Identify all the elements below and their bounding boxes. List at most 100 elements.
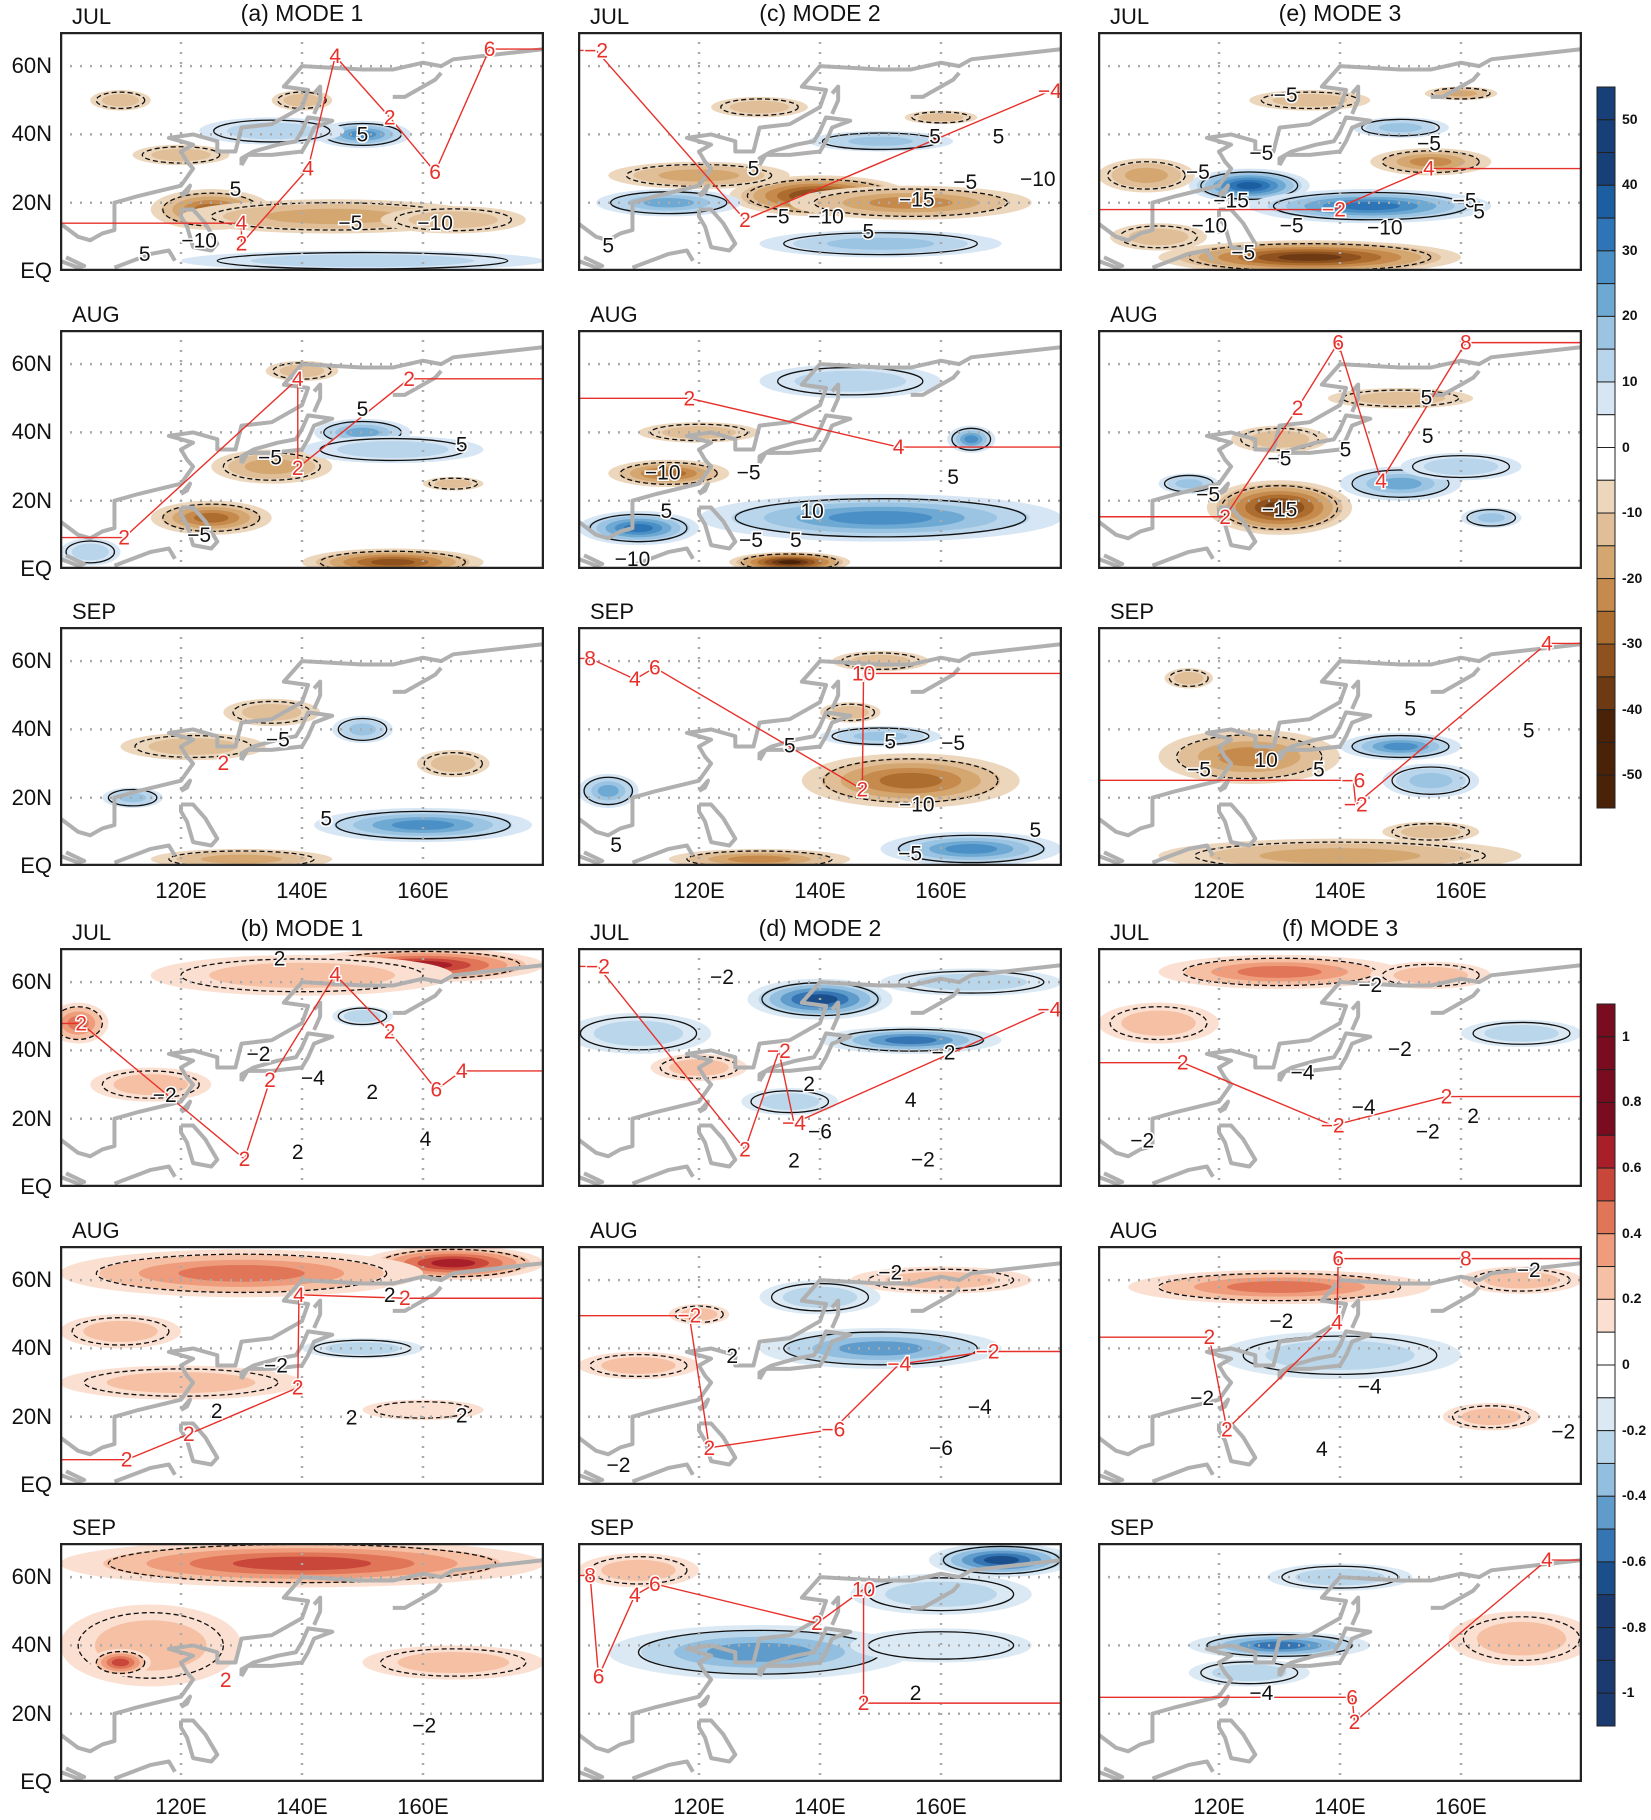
shading-area <box>1237 965 1322 978</box>
colorbar-tick-label: 40 <box>1622 176 1638 193</box>
shading-area <box>101 93 140 107</box>
map-panel: −2 −2−4−2 −224−4 −62 2 −2 <box>578 948 1062 1187</box>
contour-label: −10 <box>615 548 651 569</box>
contour-line <box>750 1090 830 1114</box>
coastline <box>830 1298 841 1329</box>
shading-area <box>1259 848 1421 864</box>
colorbar-box <box>1596 610 1616 645</box>
panel-frame <box>1098 948 1582 1187</box>
latitude-label: 40N <box>11 1632 52 1658</box>
pressure-contour <box>578 1314 1062 1449</box>
coastline <box>1217 1123 1258 1169</box>
pressure-contour <box>1098 340 1582 518</box>
coastline <box>60 850 87 865</box>
contour-label: 8 <box>1460 332 1472 355</box>
contour-line <box>428 477 479 490</box>
coastline <box>830 382 841 413</box>
contour-label: 10 <box>852 1578 875 1601</box>
contour-label: −2 <box>1321 1115 1345 1138</box>
latitude-label: 40N <box>11 716 52 742</box>
contour-label: 5 <box>456 434 468 457</box>
longitude-label: 160E <box>397 878 449 903</box>
contour-label: 5 <box>1340 439 1352 462</box>
month-label: SEP <box>1110 599 1155 624</box>
coastline <box>578 47 1062 243</box>
longitude-label: 160E <box>397 1794 449 1819</box>
colorbar-tick-label: -0.6 <box>1622 1552 1647 1569</box>
coastline <box>1151 546 1215 568</box>
coastline <box>1098 850 1125 865</box>
contour-label: −2 <box>586 955 610 978</box>
coastline <box>697 505 738 551</box>
month-label: JUL <box>72 4 112 29</box>
colorbar-box <box>1596 1167 1616 1202</box>
contour-line <box>1381 150 1480 174</box>
panel-frame <box>60 330 544 569</box>
contour-label: −10 <box>417 212 453 235</box>
contour-label: −2 <box>710 966 734 989</box>
contour-label: −5 <box>258 447 282 470</box>
coastline <box>179 481 193 496</box>
coastline <box>1430 71 1481 99</box>
coastline <box>1217 183 1231 198</box>
month-label: SEP <box>1110 1515 1155 1540</box>
colorbar-box <box>1596 86 1616 121</box>
shading-area <box>1226 1281 1333 1293</box>
contour-line <box>379 1648 527 1677</box>
shading-area <box>348 130 377 139</box>
shading-area <box>884 1036 937 1045</box>
coastline <box>910 987 961 1015</box>
coastline <box>1151 843 1215 865</box>
month-label: JUL <box>1110 920 1150 945</box>
coastline <box>1277 710 1373 762</box>
coastline <box>578 1469 605 1484</box>
contour-line <box>394 208 512 232</box>
contour-label: −5 <box>1231 242 1255 265</box>
coastline <box>60 47 544 243</box>
coastline <box>179 802 220 848</box>
latitude-label: EQ <box>20 853 52 878</box>
coastline <box>1098 1261 1582 1457</box>
shading-area <box>1409 156 1452 167</box>
longitude-label: 160E <box>915 878 967 903</box>
coastline <box>1217 1694 1231 1709</box>
coastline <box>113 1759 177 1781</box>
longitude-label: 160E <box>1435 878 1487 903</box>
latitude-label: EQ <box>20 556 52 581</box>
shading-area <box>111 1658 130 1667</box>
shading-area <box>850 1628 1032 1663</box>
coastline <box>830 84 841 115</box>
coastline <box>179 1123 220 1169</box>
contour-line <box>1157 1272 1402 1302</box>
coastline <box>60 1469 87 1484</box>
contour-label: −2 <box>264 1355 288 1378</box>
panel-title: (b) MODE 1 <box>240 915 364 941</box>
contour-label: 2 <box>403 368 415 391</box>
shading-area <box>879 772 942 789</box>
coastline <box>697 1397 711 1412</box>
contour-line <box>1351 734 1450 759</box>
colorbar-box <box>1596 1594 1616 1629</box>
coastline <box>578 553 605 568</box>
contour-label: 5 <box>139 243 151 266</box>
coastline <box>757 1626 853 1678</box>
contour-label: 4 <box>292 368 304 391</box>
contour-label: −5 <box>1196 484 1220 507</box>
contour-line <box>686 850 833 866</box>
contour-label: 4 <box>1541 632 1553 655</box>
longitude-label: 140E <box>1314 1794 1366 1819</box>
panel-frame <box>1098 1246 1582 1485</box>
shading-area <box>370 558 415 566</box>
shading-area <box>1477 513 1505 523</box>
contour-label: 2 <box>858 1692 870 1715</box>
contour-label: −10 <box>645 462 681 485</box>
pressure-contour <box>578 657 1062 791</box>
contour-label: −5 <box>941 732 965 755</box>
pressure-contour <box>1098 167 1582 211</box>
map-panel: 4 2 2−222 2 222 <box>60 1246 544 1485</box>
colorbar-box <box>1596 250 1616 285</box>
shading-area <box>1236 182 1262 190</box>
pressure-contour <box>60 973 544 1161</box>
month-label: AUG <box>1110 302 1158 327</box>
contour-label: 2 <box>220 1669 232 1692</box>
